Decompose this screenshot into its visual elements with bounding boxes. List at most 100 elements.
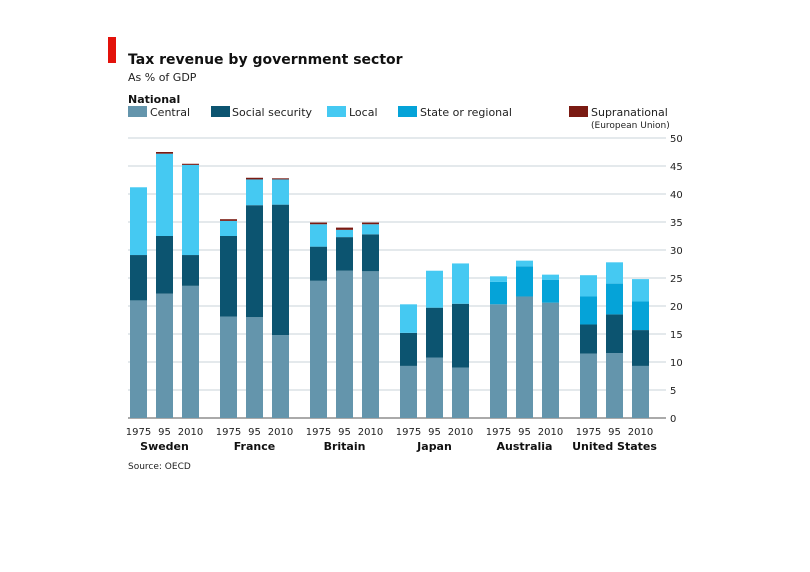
bar-local-united-states-1975 (580, 275, 597, 297)
bar-local-japan-95 (426, 270, 443, 308)
x-tick-label: 95 (428, 427, 441, 438)
bar-central-france-95 (246, 317, 263, 418)
bar-local-australia-95 (516, 260, 533, 267)
category-label: Sweden (140, 440, 189, 453)
legend: National Central Social security Local S… (128, 93, 670, 131)
x-tick-label: 95 (158, 427, 171, 438)
bar-central-sweden-2010 (182, 285, 199, 418)
bar-local-france-95 (246, 179, 263, 206)
bar-supra-britain-95 (336, 227, 353, 230)
y-tick-label: 10 (670, 358, 683, 369)
x-tick-label: 2010 (358, 427, 383, 438)
bar-social-sweden-2010 (182, 255, 199, 286)
bar-state-australia-2010 (542, 279, 559, 303)
legend-swatch-state (398, 106, 417, 117)
bar-local-japan-2010 (452, 263, 469, 304)
y-tick-label: 30 (670, 246, 683, 257)
chart-subtitle: As % of GDP (128, 71, 197, 84)
bar-supra-sweden-2010 (182, 163, 199, 165)
bar-supra-france-1975 (220, 219, 237, 221)
bar-social-united-states-1975 (580, 324, 597, 354)
bar-local-france-1975 (220, 220, 237, 236)
bar-local-france-2010 (272, 179, 289, 205)
bar-local-britain-1975 (310, 224, 327, 247)
bar-state-united-states-2010 (632, 301, 649, 331)
bar-central-britain-1975 (310, 280, 327, 418)
category-label: Australia (497, 440, 553, 453)
x-tick-label: 95 (518, 427, 531, 438)
x-tick-label: 95 (248, 427, 261, 438)
bar-central-united-states-2010 (632, 365, 649, 418)
bar-social-france-1975 (220, 236, 237, 317)
legend-swatch-social-security (211, 106, 230, 117)
bar-social-japan-2010 (452, 303, 469, 368)
bar-social-britain-1975 (310, 246, 327, 281)
bar-central-united-states-95 (606, 353, 623, 418)
bar-supra-sweden-95 (156, 152, 173, 154)
bar-central-france-2010 (272, 335, 289, 418)
y-tick-label: 20 (670, 302, 683, 313)
legend-label-social-security: Social security (232, 106, 313, 119)
bar-central-britain-95 (336, 270, 353, 418)
x-tick-label: 1975 (486, 427, 511, 438)
x-tick-label: 2010 (628, 427, 653, 438)
x-tick-label: 1975 (576, 427, 601, 438)
y-tick-label: 0 (670, 414, 676, 425)
y-tick-label: 25 (670, 274, 683, 285)
bar-local-sweden-1975 (130, 187, 147, 256)
bar-supra-france-95 (246, 177, 263, 180)
bar-state-australia-95 (516, 266, 533, 297)
y-tick-label: 5 (670, 386, 676, 397)
bar-supra-britain-1975 (310, 222, 327, 225)
bar-local-sweden-2010 (182, 164, 199, 256)
x-tick-label: 2010 (448, 427, 473, 438)
bar-social-britain-2010 (362, 234, 379, 272)
bar-local-britain-2010 (362, 224, 379, 235)
legend-swatch-central (128, 106, 147, 117)
bar-social-sweden-1975 (130, 255, 147, 301)
bar-central-japan-1975 (400, 365, 417, 418)
bar-state-united-states-95 (606, 283, 623, 315)
accent-bar (108, 37, 116, 63)
bar-central-britain-2010 (362, 271, 379, 418)
category-label: Britain (324, 440, 366, 453)
x-tick-label: 2010 (538, 427, 563, 438)
y-tick-label: 50 (670, 134, 683, 145)
category-label: United States (572, 440, 657, 453)
bar-local-united-states-2010 (632, 279, 649, 302)
legend-swatch-local (327, 106, 346, 117)
bar-central-sweden-1975 (130, 300, 147, 418)
legend-label-local: Local (349, 106, 378, 119)
bar-local-united-states-95 (606, 262, 623, 284)
bar-social-japan-1975 (400, 332, 417, 366)
legend-label-central: Central (150, 106, 190, 119)
bar-central-france-1975 (220, 316, 237, 418)
x-tick-label: 1975 (216, 427, 241, 438)
gridlines (128, 137, 666, 419)
bar-social-france-2010 (272, 204, 289, 336)
x-tick-label: 95 (608, 427, 621, 438)
bar-central-australia-95 (516, 296, 533, 418)
source-note: Source: OECD (128, 462, 191, 472)
x-tick-label: 95 (338, 427, 351, 438)
bar-central-japan-2010 (452, 367, 469, 418)
y-tick-label: 35 (670, 218, 683, 229)
x-tick-label: 1975 (396, 427, 421, 438)
x-axis: 1975 95 2010 Sweden 1975 95 2010 France 1975 95 20… (126, 427, 658, 453)
legend-label-state: State or regional (420, 106, 512, 119)
legend-label-supranational: Supranational (591, 106, 668, 119)
bar-state-australia-1975 (490, 281, 507, 305)
bar-central-australia-1975 (490, 304, 507, 418)
bar-supra-britain-2010 (362, 222, 379, 225)
bar-social-france-95 (246, 205, 263, 318)
y-tick-label: 15 (670, 330, 683, 341)
bar-local-japan-1975 (400, 304, 417, 333)
y-axis: 0 5 10 15 20 25 30 35 40 45 50 (670, 134, 683, 425)
legend-heading: National (128, 93, 180, 106)
bar-social-united-states-2010 (632, 330, 649, 366)
bar-supra-france-2010 (272, 178, 289, 180)
x-tick-label: 2010 (268, 427, 293, 438)
bars (130, 152, 649, 418)
bar-local-britain-95 (336, 229, 353, 238)
